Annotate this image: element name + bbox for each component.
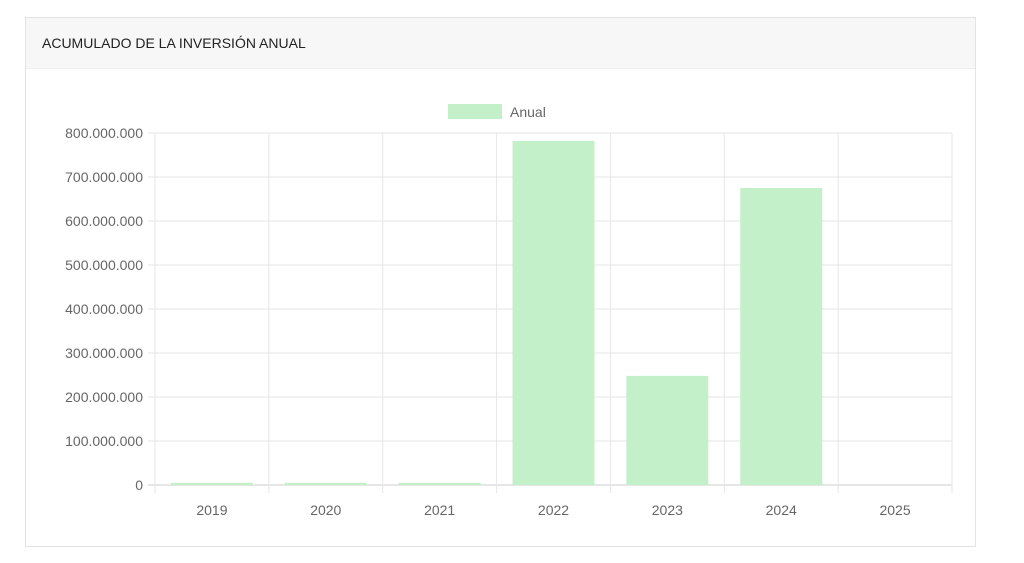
legend-label: Anual (510, 104, 546, 120)
x-tick-label: 2022 (538, 502, 569, 518)
y-tick-label: 800.000.000 (65, 125, 143, 141)
x-tick-label: 2025 (879, 502, 910, 518)
y-tick-label: 400.000.000 (65, 301, 143, 317)
bar (626, 375, 709, 485)
y-tick-label: 0 (135, 477, 143, 493)
y-tick-label: 200.000.000 (65, 389, 143, 405)
x-tick-label: 2023 (652, 502, 683, 518)
y-tick-label: 700.000.000 (65, 169, 143, 185)
x-tick-label: 2021 (424, 502, 455, 518)
x-tick-label: 2020 (310, 502, 341, 518)
legend-swatch (448, 104, 502, 119)
y-tick-label: 100.000.000 (65, 433, 143, 449)
bar (740, 188, 823, 485)
card-title: ACUMULADO DE LA INVERSIÓN ANUAL (26, 18, 975, 69)
bar (398, 482, 481, 485)
bar (512, 140, 595, 486)
bar (284, 482, 367, 485)
bar (170, 482, 253, 485)
y-tick-label: 500.000.000 (65, 257, 143, 273)
x-tick-label: 2024 (766, 502, 797, 518)
x-tick-label: 2019 (196, 502, 227, 518)
y-tick-label: 600.000.000 (65, 213, 143, 229)
y-tick-label: 300.000.000 (65, 345, 143, 361)
